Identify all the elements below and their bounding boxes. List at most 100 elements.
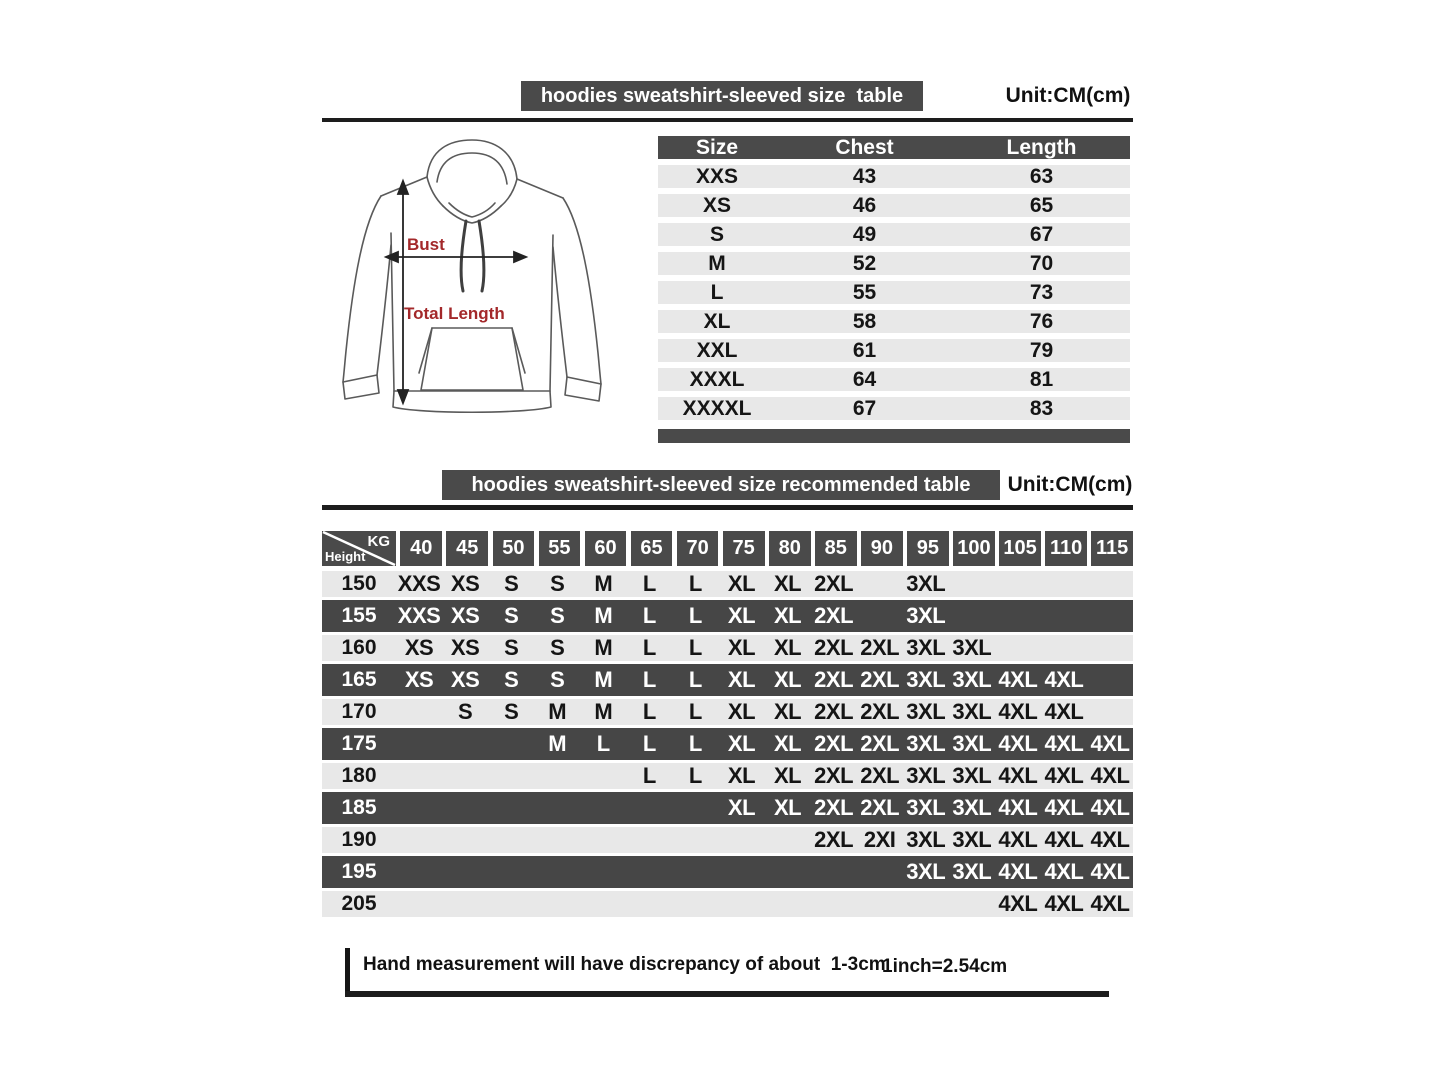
- size-cell: 58: [852, 309, 877, 333]
- weight-header-cell: 100: [953, 531, 995, 566]
- hoodie-measurement-diagram: Bust Total Length: [342, 139, 602, 414]
- matrix-size-cell: [765, 856, 811, 888]
- matrix-size-cell: L: [642, 699, 656, 724]
- weight-header-cell: 115: [1091, 531, 1133, 566]
- weight-header-cell: 85: [814, 531, 857, 566]
- size-cell: XL: [703, 309, 731, 333]
- matrix-weight-header: KG Height 40 45 50 55 60 65 70 75 80 85 90 95 100 105…: [322, 531, 1133, 566]
- matrix-size-cell: [672, 856, 718, 888]
- matrix-size-cell: 4XL: [998, 827, 1038, 852]
- weight-header-cell: 60: [584, 531, 627, 566]
- weight-header-cell: 110: [1045, 531, 1087, 566]
- matrix-size-cell: L: [688, 731, 702, 756]
- size-cell: L: [710, 280, 724, 304]
- size-cell: S: [709, 222, 724, 246]
- matrix-size-cell: [811, 856, 857, 888]
- weight-header-cell: 50: [492, 531, 535, 566]
- size-cell: 65: [1029, 193, 1054, 217]
- matrix-row: 195 3XL 3XL 4XL 4XL 4XL: [322, 856, 1133, 888]
- matrix-size-cell: [1087, 571, 1133, 597]
- matrix-row: 155 XXS XS S S M L L XL XL 2XL 3XL: [322, 600, 1133, 632]
- matrix-size-cell: 3XL: [906, 571, 946, 596]
- matrix-size-cell: XL: [727, 731, 756, 756]
- matrix-size-cell: XL: [727, 571, 756, 596]
- matrix-size-cell: [1041, 635, 1087, 661]
- matrix-row: 175 M L L L XL XL 2XL 2XL 3XL 3XL 4XL 4XL 4XL: [322, 728, 1133, 760]
- matrix-size-cell: S: [458, 699, 473, 724]
- weight-header-cell: 70: [676, 531, 719, 566]
- matrix-size-cell: 3XL: [952, 699, 992, 724]
- matrix-size-cell: 4XL: [1044, 763, 1084, 788]
- size-table-row: S 49 67: [658, 223, 1130, 246]
- size-cell: 61: [852, 338, 877, 362]
- size-cell: 67: [852, 396, 877, 420]
- matrix-size-cell: [488, 763, 534, 789]
- matrix-size-cell: M: [594, 603, 613, 628]
- matrix-size-cell: 2XL: [814, 827, 854, 852]
- matrix-size-cell: M: [594, 667, 613, 692]
- matrix-size-cell: XS: [450, 571, 480, 596]
- matrix-size-cell: [442, 792, 488, 824]
- matrix-size-cell: 4XL: [1090, 827, 1130, 852]
- matrix-size-cell: [718, 891, 764, 917]
- matrix-size-cell: [765, 827, 811, 853]
- matrix-size-cell: 4XL: [998, 699, 1038, 724]
- matrix-size-cell: L: [642, 635, 656, 660]
- matrix-size-cell: [995, 600, 1041, 632]
- matrix-size-cell: XS: [404, 667, 434, 692]
- size-table-row: XL 58 76: [658, 310, 1130, 333]
- matrix-size-cell: [718, 856, 764, 888]
- matrix-size-cell: XL: [773, 603, 802, 628]
- corner-diagonal-line: [322, 531, 396, 566]
- matrix-size-cell: 2XL: [814, 571, 854, 596]
- size-cell: 81: [1029, 367, 1054, 391]
- matrix-size-cell: 2XL: [860, 635, 900, 660]
- matrix-size-cell: [672, 827, 718, 853]
- matrix-size-cell: XL: [773, 635, 802, 660]
- matrix-size-cell: L: [688, 571, 702, 596]
- matrix-size-cell: XL: [773, 763, 802, 788]
- matrix-size-cell: S: [504, 603, 519, 628]
- matrix-size-cell: [488, 827, 534, 853]
- matrix-size-cell: [442, 827, 488, 853]
- bust-arrow: [383, 250, 529, 264]
- matrix-size-cell: S: [504, 635, 519, 660]
- matrix-size-cell: XS: [450, 667, 480, 692]
- matrix-size-cell: [396, 827, 442, 853]
- matrix-size-cell: 3XL: [906, 795, 946, 820]
- matrix-size-cell: [811, 891, 857, 917]
- matrix-size-cell: [626, 827, 672, 853]
- size-table-row: L 55 73: [658, 281, 1130, 304]
- matrix-size-cell: [396, 763, 442, 789]
- size-cell: XXXXL: [682, 396, 752, 420]
- matrix-size-cell: XL: [773, 571, 802, 596]
- matrix-size-cell: 4XL: [1044, 891, 1084, 916]
- matrix-size-cell: XL: [773, 731, 802, 756]
- recommended-table-title: hoodies sweatshirt-sleeved size recommen…: [442, 470, 1000, 500]
- height-label: 185: [341, 796, 377, 819]
- matrix-size-cell: M: [548, 731, 567, 756]
- matrix-row: 190 2XL 2XI 3XL 3XL 4XL 4XL 4XL: [322, 824, 1133, 856]
- matrix-size-cell: 4XL: [1044, 731, 1084, 756]
- height-label: 195: [341, 860, 377, 883]
- matrix-size-cell: XXS: [397, 603, 441, 628]
- matrix-size-cell: [1041, 600, 1087, 632]
- note-left-bar: [345, 948, 350, 993]
- matrix-size-cell: 3XL: [906, 603, 946, 628]
- matrix-size-cell: L: [688, 635, 702, 660]
- matrix-size-cell: [396, 891, 442, 917]
- matrix-size-cell: XL: [727, 795, 756, 820]
- matrix-row: 185 XL XL 2XL 2XL 3XL 3XL 4XL 4XL 4XL: [322, 792, 1133, 824]
- matrix-size-cell: M: [594, 635, 613, 660]
- matrix-size-cell: [1087, 664, 1133, 696]
- drawstrings: [459, 219, 486, 293]
- weight-header-cell: 55: [538, 531, 581, 566]
- height-label: 205: [341, 892, 377, 915]
- weight-header-cell: 90: [861, 531, 903, 566]
- matrix-size-cell: 4XL: [1090, 795, 1130, 820]
- matrix-size-cell: 2XL: [814, 763, 854, 788]
- matrix-size-cell: [718, 827, 764, 853]
- inch-conversion-note: 1inch=2.54cm: [882, 956, 1008, 977]
- weight-header-cell: 45: [446, 531, 489, 566]
- matrix-size-cell: [488, 856, 534, 888]
